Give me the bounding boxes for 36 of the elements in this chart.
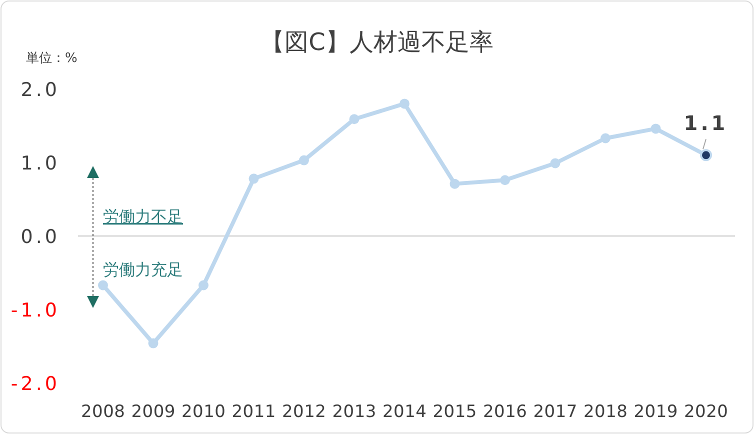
point bbox=[450, 178, 460, 189]
point bbox=[248, 174, 259, 184]
chart-title: 【図C】人材過不足率 bbox=[260, 28, 494, 56]
data-label: 1.1 bbox=[684, 111, 728, 136]
y-tick-label: -1.0 bbox=[10, 300, 60, 322]
point bbox=[700, 149, 712, 162]
point bbox=[98, 280, 108, 290]
annotation: 労働力不足 bbox=[103, 207, 183, 226]
x-tick-label: 2011 bbox=[232, 402, 276, 422]
x-tick-label: 2020 bbox=[684, 402, 728, 422]
point bbox=[198, 280, 208, 290]
point bbox=[550, 158, 560, 168]
y-tick-label: 0.0 bbox=[20, 226, 60, 248]
point bbox=[600, 133, 610, 144]
x-tick-label: 2010 bbox=[182, 402, 226, 422]
y-tick-label: 2.0 bbox=[20, 79, 60, 101]
x-tick-label: 2018 bbox=[584, 402, 628, 422]
point bbox=[400, 98, 410, 109]
x-tick-label: 2012 bbox=[282, 402, 326, 422]
point bbox=[500, 175, 510, 186]
point bbox=[299, 155, 309, 166]
x-tick-label: 2009 bbox=[131, 402, 176, 422]
x-tick-label: 2014 bbox=[382, 402, 426, 422]
y-tick-label: 1.0 bbox=[20, 152, 60, 174]
x-tick-label: 2013 bbox=[332, 402, 376, 422]
point bbox=[349, 114, 360, 124]
point bbox=[148, 338, 158, 348]
x-tick-label: 2016 bbox=[483, 402, 527, 422]
x-tick-label: 2019 bbox=[634, 402, 678, 422]
y-tick-label: -2.0 bbox=[10, 373, 60, 395]
x-tick-label: 2015 bbox=[432, 402, 477, 422]
annotation: 労働力充足 bbox=[103, 260, 183, 279]
x-tick-label: 2008 bbox=[81, 402, 125, 422]
x-tick-label: 2017 bbox=[533, 402, 578, 422]
point bbox=[650, 124, 661, 134]
text: 単位：% bbox=[26, 51, 78, 66]
